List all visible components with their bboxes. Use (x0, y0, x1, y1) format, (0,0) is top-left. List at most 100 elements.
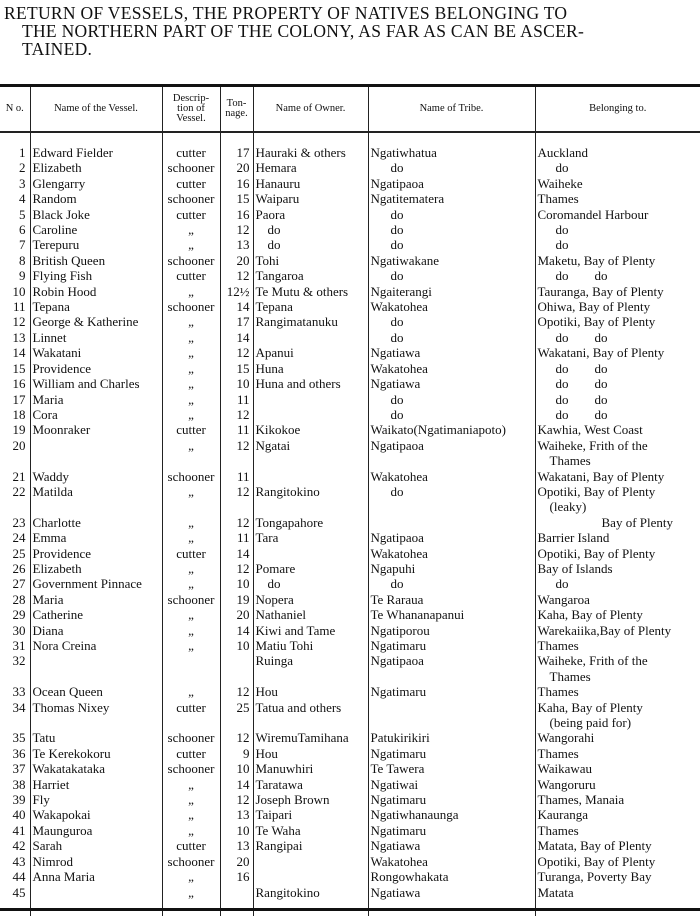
tonnage: 17 (220, 145, 253, 160)
tonnage: 12 (220, 345, 253, 360)
tonnage: 19 (220, 592, 253, 607)
belonging-to: Thames (535, 823, 700, 838)
vessel-description: „ (162, 576, 220, 591)
owner-name (253, 469, 368, 484)
row-number: 11 (0, 299, 30, 314)
belonging-to: do do (535, 268, 700, 283)
owner-name: do (253, 237, 368, 252)
header-owner: Name of Owner. (253, 87, 368, 132)
vessel-name: Nora Creina (30, 638, 162, 653)
vessel-description: „ (162, 330, 220, 345)
vessel-name: Te Kerekokoru (30, 746, 162, 761)
tribe-name: do (368, 160, 535, 175)
owner-name (253, 869, 368, 884)
tribe-name: Ngatiwakane (368, 253, 535, 268)
tribe-name (368, 700, 535, 731)
vessel-name: Wakatakataka (30, 761, 162, 776)
row-number: 7 (0, 237, 30, 252)
vessel-name (30, 653, 162, 684)
tonnage: 10 (220, 376, 253, 391)
row-number: 37 (0, 761, 30, 776)
tonnage: 11 (220, 530, 253, 545)
tribe-name: Waikato(Ngatimaniapoto) (368, 422, 535, 437)
vessel-name: Edward Fielder (30, 145, 162, 160)
row-number: 17 (0, 392, 30, 407)
tonnage: 16 (220, 176, 253, 191)
belonging-to: Thames (535, 684, 700, 699)
vessel-name: Harriet (30, 777, 162, 792)
vessel-name: Providence (30, 361, 162, 376)
table-header: N o. Name of the Vessel. Descrip- tion o… (0, 87, 700, 132)
belonging-to: Wakatani, Bay of Plenty (535, 345, 700, 360)
tonnage: 20 (220, 607, 253, 622)
vessel-name: Tepana (30, 299, 162, 314)
owner-name: Te Waha (253, 823, 368, 838)
vessel-description: „ (162, 361, 220, 376)
vessel-description: schooner (162, 191, 220, 206)
vessel-description: schooner (162, 592, 220, 607)
belonging-to: do do (535, 330, 700, 345)
vessel-description: „ (162, 407, 220, 422)
vessel-name: Random (30, 191, 162, 206)
header-tonnage: Ton- nage. (220, 87, 253, 132)
tribe-name: Ngaiterangi (368, 284, 535, 299)
vessel-name: Flying Fish (30, 268, 162, 283)
vessel-description: „ (162, 777, 220, 792)
tribe-name: Wakatohea (368, 361, 535, 376)
tonnage: 16 (220, 207, 253, 222)
belonging-to: Auckland (535, 145, 700, 160)
header-belonging: Belonging to. (535, 87, 700, 132)
tonnage: 12 (220, 515, 253, 530)
spacer-row (0, 132, 700, 145)
tribe-name: do (368, 392, 535, 407)
vessel-name: Maria (30, 592, 162, 607)
owner-name: Rangimatanuku (253, 314, 368, 329)
vessel-name: Elizabeth (30, 160, 162, 175)
vessel-description: cutter (162, 700, 220, 731)
tonnage: 14 (220, 330, 253, 345)
vessel-name: Tatu (30, 730, 162, 745)
vessel-name: Maria (30, 392, 162, 407)
vessel-name: Black Joke (30, 207, 162, 222)
row-number: 19 (0, 422, 30, 437)
row-number: 28 (0, 592, 30, 607)
belonging-to: Bay of Plenty (535, 515, 700, 530)
vessel-name: Sarah (30, 838, 162, 853)
vessel-description: schooner (162, 160, 220, 175)
tribe-name: Ngatipaoa (368, 438, 535, 469)
tonnage: 12 (220, 438, 253, 469)
belonging-to: Kaha, Bay of Plenty (535, 607, 700, 622)
tonnage: 17 (220, 314, 253, 329)
owner-name: Ruinga (253, 653, 368, 684)
belonging-to: do do (535, 361, 700, 376)
row-number: 9 (0, 268, 30, 283)
vessel-name: Elizabeth (30, 561, 162, 576)
row-number: 35 (0, 730, 30, 745)
tonnage: 10 (220, 823, 253, 838)
row-number: 33 (0, 684, 30, 699)
owner-name (253, 546, 368, 561)
vessel-description: „ (162, 561, 220, 576)
tonnage: 12 (220, 561, 253, 576)
belonging-to: Thames (535, 746, 700, 761)
tribe-name: Wakatohea (368, 854, 535, 869)
belonging-to: Kauranga (535, 807, 700, 822)
tribe-name: Te Tawera (368, 761, 535, 776)
vessel-description: cutter (162, 207, 220, 222)
owner-name (253, 407, 368, 422)
row-number: 40 (0, 807, 30, 822)
owner-name: Tongapahore (253, 515, 368, 530)
owner-name: Hou (253, 746, 368, 761)
